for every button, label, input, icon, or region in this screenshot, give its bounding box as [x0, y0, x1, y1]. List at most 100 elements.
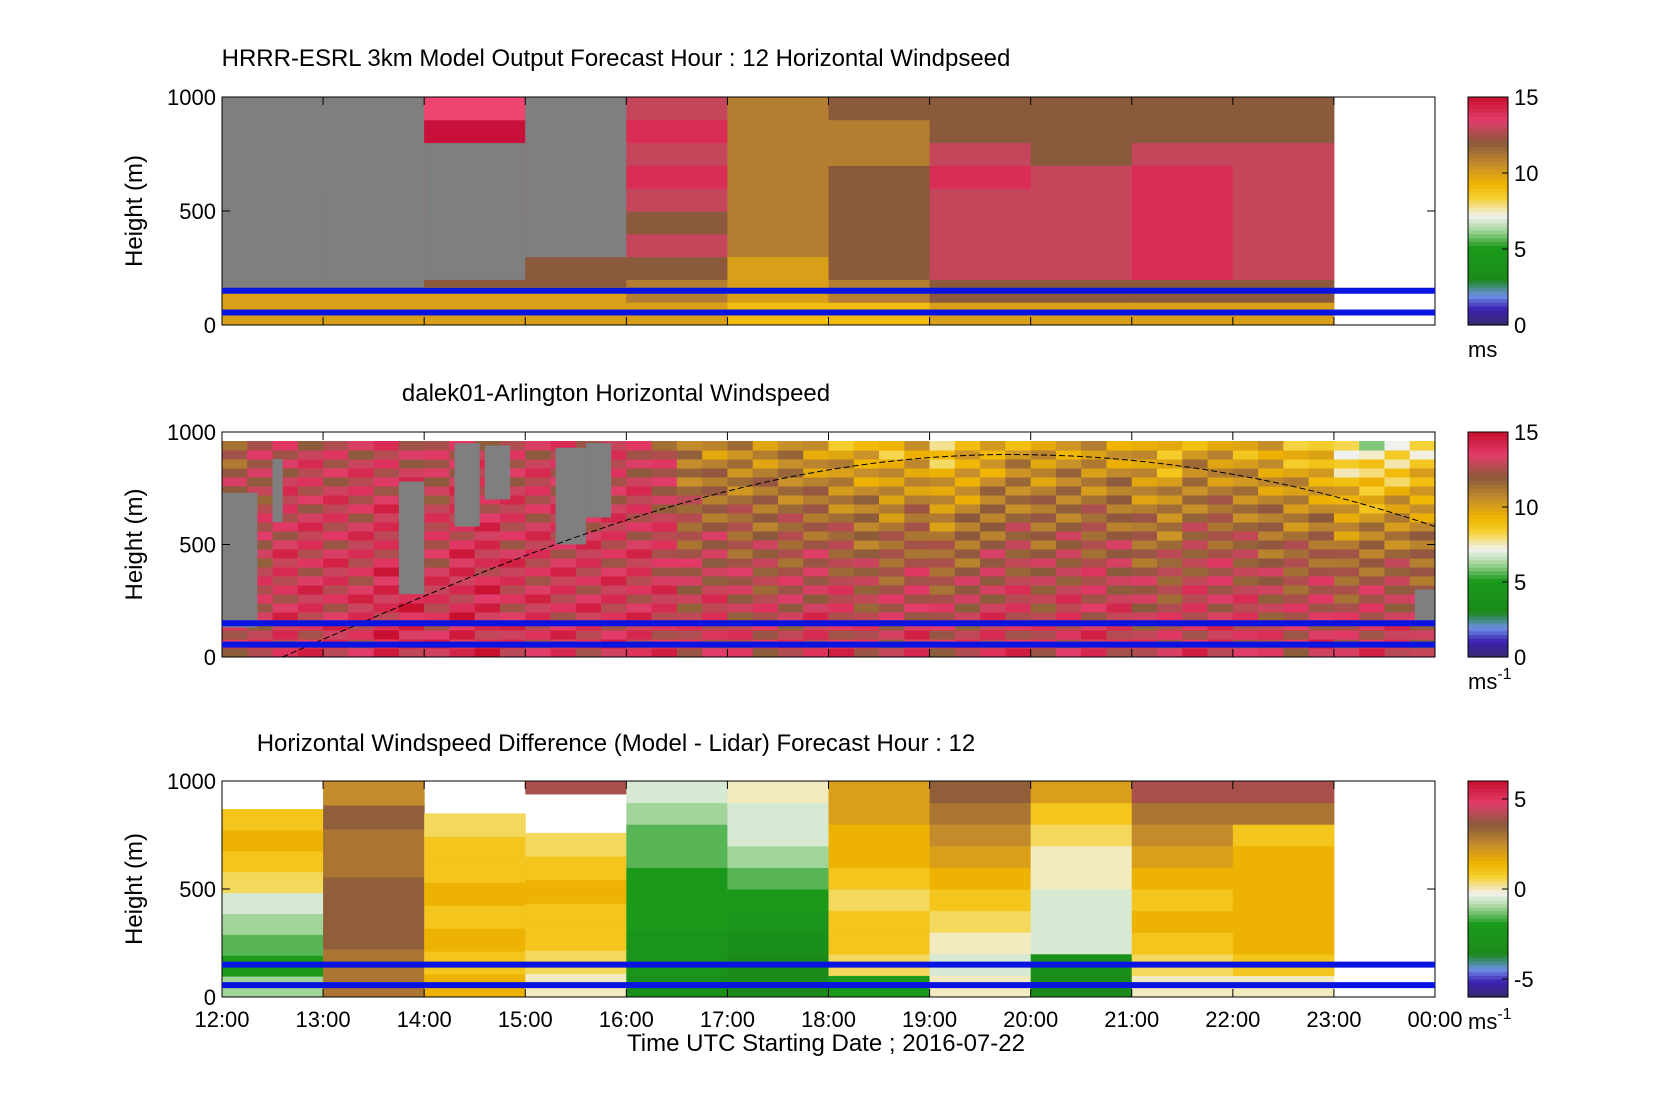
- heatmap-cell: [499, 459, 526, 469]
- heatmap-cell: [676, 594, 703, 604]
- heatmap-cell: [702, 504, 728, 514]
- heatmap-cell: [777, 441, 804, 451]
- heatmap-cell: [1207, 576, 1234, 586]
- heatmap-cell: [727, 495, 754, 505]
- heatmap-cell: [777, 603, 804, 613]
- heatmap-cell: [954, 531, 981, 541]
- colorbar-cell: [1468, 589, 1508, 594]
- heatmap-cell: [954, 612, 981, 622]
- heatmap-cell: [1232, 781, 1335, 804]
- heatmap-cell: [1106, 576, 1133, 586]
- heatmap-cell: [904, 495, 931, 505]
- heatmap-cell: [1207, 558, 1234, 568]
- heatmap-cell: [1359, 513, 1385, 523]
- heatmap-cell: [297, 612, 324, 622]
- heatmap-cell: [1384, 468, 1411, 478]
- colorbar-cell: [1468, 127, 1508, 132]
- heatmap-cell: [297, 603, 324, 613]
- heatmap-cell: [1308, 468, 1335, 478]
- heatmap-cell: [853, 531, 880, 541]
- heatmap-cell: [1409, 648, 1436, 658]
- heatmap-cell: [1333, 594, 1360, 604]
- heatmap-cell: [929, 932, 1032, 955]
- colorbar-cell: [1468, 488, 1508, 493]
- heatmap-cell: [272, 576, 299, 586]
- heatmap-cell: [499, 630, 526, 640]
- heatmap-cell: [980, 630, 1006, 640]
- heatmap-cell: [727, 165, 829, 189]
- heatmap-cell: [676, 486, 703, 496]
- heatmap-cell: [1232, 504, 1259, 514]
- heatmap-cell: [954, 567, 981, 577]
- x-tick-label: 21:00: [1104, 1007, 1159, 1032]
- heatmap-cell: [1030, 576, 1057, 586]
- heatmap-cell: [1030, 459, 1057, 469]
- heatmap-cell: [1030, 630, 1057, 640]
- heatmap-cell: [828, 558, 855, 568]
- heatmap-cell: [1207, 540, 1234, 550]
- heatmap-cell: [348, 648, 375, 658]
- heatmap-cell: [575, 531, 602, 541]
- heatmap-cell: [1106, 495, 1133, 505]
- heatmap-cell: [1283, 522, 1310, 532]
- heatmap-cell: [1131, 630, 1158, 640]
- heatmap-cell: [348, 477, 375, 487]
- heatmap-cell: [626, 594, 653, 604]
- heatmap-cell: [702, 486, 728, 496]
- colorbar-cell: [1468, 176, 1508, 182]
- heatmap-cell: [1232, 594, 1259, 604]
- heatmap-cell: [1182, 648, 1209, 658]
- colorbar-cell: [1468, 982, 1508, 987]
- colorbar-cell: [1468, 935, 1508, 940]
- heatmap-cell: [1182, 504, 1209, 514]
- heatmap-cell: [1308, 504, 1335, 514]
- heatmap-cell: [1359, 477, 1385, 487]
- heatmap-cell: [297, 468, 324, 478]
- heatmap-cell: [424, 459, 450, 469]
- heatmap-cell: [1131, 468, 1158, 478]
- heatmap-cell: [525, 603, 552, 613]
- heatmap-cell: [323, 558, 349, 568]
- heatmap-cell: [1232, 585, 1259, 595]
- heatmap-cell: [1409, 558, 1436, 568]
- model-column: [1232, 781, 1335, 998]
- colorbar-tick-label: 0: [1514, 877, 1526, 902]
- heatmap-cell: [1182, 585, 1209, 595]
- heatmap-cell: [879, 576, 905, 586]
- colorbar-cell: [1468, 480, 1508, 486]
- x-tick-label: 18:00: [801, 1007, 856, 1032]
- heatmap-cell: [1005, 594, 1032, 604]
- colorbar-unit: ms-1: [1468, 1006, 1512, 1034]
- heatmap-cell: [1030, 867, 1133, 890]
- heatmap-cell: [803, 504, 829, 514]
- heatmap-cell: [1333, 531, 1360, 541]
- colorbar-cell: [1468, 630, 1508, 636]
- lidar-column: [1283, 441, 1310, 658]
- heatmap-cell: [499, 567, 526, 577]
- colorbar-cell: [1468, 465, 1508, 471]
- colorbar-cell: [1468, 917, 1508, 922]
- heatmap-cell: [424, 905, 526, 929]
- heatmap-cell: [1131, 486, 1158, 496]
- heatmap-cell: [1232, 486, 1259, 496]
- heatmap-cell: [297, 585, 324, 595]
- heatmap-cell: [449, 531, 476, 541]
- heatmap-cell: [373, 549, 400, 559]
- heatmap-cell: [575, 594, 602, 604]
- heatmap-cell: [424, 603, 450, 613]
- lidar-column: [424, 441, 450, 658]
- heatmap-cell: [1409, 441, 1436, 451]
- heatmap-cell: [1131, 256, 1234, 280]
- colorbar-cell: [1468, 574, 1508, 579]
- heatmap-cell: [828, 165, 931, 189]
- heatmap-cell: [1258, 531, 1284, 541]
- heatmap-cell: [853, 504, 880, 514]
- heatmap-cell: [702, 495, 728, 505]
- heatmap-cell: [1232, 495, 1259, 505]
- heatmap-cell: [1157, 594, 1183, 604]
- heatmap-cell: [499, 513, 526, 523]
- colorbar-cell: [1468, 469, 1508, 474]
- heatmap-cell: [601, 522, 627, 532]
- heatmap-cell: [954, 603, 981, 613]
- heatmap-cell: [727, 142, 829, 166]
